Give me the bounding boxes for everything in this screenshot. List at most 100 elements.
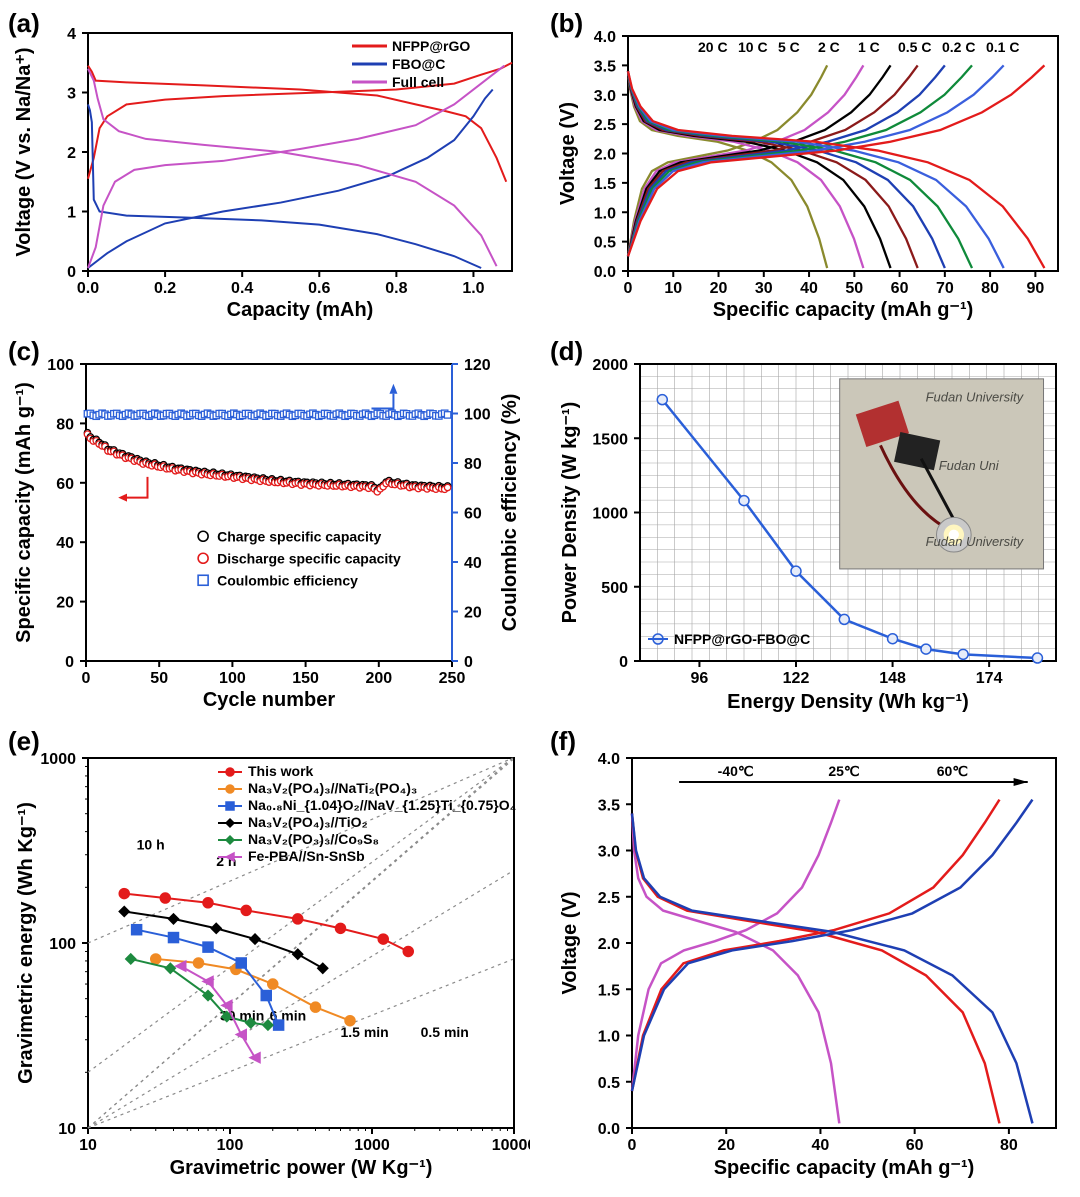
svg-text:3.5: 3.5 [594, 58, 616, 75]
x-axis-label: Capacity (mAh) [227, 299, 374, 321]
svg-text:4: 4 [67, 26, 76, 43]
panel-e: (e)10100100010000101001000Gravimetric po… [8, 726, 530, 1188]
rate-label: 0.1 C [986, 39, 1019, 55]
svg-text:0.5: 0.5 [598, 1075, 620, 1092]
svg-text:Voltage (V): Voltage (V) [557, 102, 579, 205]
panel-a: (a)0.00.20.40.60.81.001234Capacity (mAh)… [8, 8, 530, 326]
temp-label: -40℃ [718, 763, 754, 779]
svg-text:3: 3 [67, 86, 76, 103]
svg-text:80: 80 [464, 456, 482, 473]
plot-frame [632, 758, 1056, 1128]
panel-f: (f)0204060800.00.51.01.52.02.53.03.54.0S… [550, 726, 1072, 1188]
rate-label: 0.2 C [942, 39, 975, 55]
legend-item: NFPP@rGO [392, 38, 470, 54]
panel-label: (a) [8, 8, 40, 38]
temp-discharge [632, 814, 839, 1124]
rate-label: 2 C [818, 39, 840, 55]
svg-text:0.4: 0.4 [231, 280, 253, 297]
svg-text:148: 148 [879, 670, 906, 687]
panel-c: (c)0501001502002500204060801000204060801… [8, 336, 530, 716]
svg-text:0.0: 0.0 [598, 1121, 620, 1138]
svg-text:1.0: 1.0 [462, 280, 484, 297]
rate-label: 5 C [778, 39, 800, 55]
discharge-point [444, 484, 450, 490]
inset-photo: Fudan UniversityFudan UniFudan Universit… [840, 379, 1044, 569]
panel-label: (e) [8, 726, 40, 756]
legend-item: NFPP@rGO-FBO@C [674, 631, 810, 647]
iso-label: 1.5 min [340, 1024, 388, 1040]
svg-text:2.5: 2.5 [594, 117, 616, 134]
svg-text:3.0: 3.0 [594, 88, 616, 105]
svg-text:200: 200 [365, 670, 392, 687]
svg-text:4.0: 4.0 [594, 29, 616, 46]
svg-text:3.5: 3.5 [598, 797, 620, 814]
rate-label: 1 C [858, 39, 880, 55]
series-nfpp_charge [88, 63, 512, 179]
photo-watermark: Fudan Uni [939, 458, 1000, 473]
panel-label: (f) [550, 726, 576, 756]
temp-label: 25℃ [828, 763, 860, 779]
svg-text:10: 10 [58, 1121, 76, 1138]
svg-text:1500: 1500 [592, 431, 628, 448]
svg-text:50: 50 [845, 280, 863, 297]
svg-text:30: 30 [755, 280, 773, 297]
svg-text:0.0: 0.0 [77, 280, 99, 297]
iso-label: 0.5 min [421, 1024, 469, 1040]
svg-text:1.0: 1.0 [594, 205, 616, 222]
svg-text:40: 40 [800, 280, 818, 297]
rate-label: 10 C [738, 39, 768, 55]
svg-text:0: 0 [628, 1137, 637, 1154]
svg-text:70: 70 [936, 280, 954, 297]
series-full_charge [88, 66, 504, 268]
panel-label: (d) [550, 336, 583, 366]
temp-charge [632, 800, 999, 1091]
svg-text:3.0: 3.0 [598, 844, 620, 861]
svg-text:Voltage (V): Voltage (V) [559, 892, 581, 995]
svg-text:80: 80 [981, 280, 999, 297]
svg-text:Energy Density (Wh kg⁻¹): Energy Density (Wh kg⁻¹) [727, 691, 969, 713]
svg-text:1000: 1000 [592, 506, 628, 523]
svg-text:40: 40 [812, 1137, 830, 1154]
svg-text:1000: 1000 [354, 1137, 390, 1154]
plot-frame [88, 33, 512, 271]
svg-text:40: 40 [56, 535, 74, 552]
legend-item: Coulombic efficiency [217, 572, 358, 588]
svg-text:0: 0 [624, 280, 633, 297]
svg-text:2.0: 2.0 [594, 147, 616, 164]
svg-text:50: 50 [150, 670, 168, 687]
legend-item: Full cell [392, 74, 444, 90]
svg-text:10: 10 [664, 280, 682, 297]
svg-text:Power Density (W kg⁻¹): Power Density (W kg⁻¹) [559, 402, 581, 624]
panel-d: (d)961221481740500100015002000Energy Den… [550, 336, 1072, 716]
svg-text:Specific capacity (mAh g⁻¹): Specific capacity (mAh g⁻¹) [13, 382, 35, 643]
svg-text:1.5: 1.5 [598, 982, 620, 999]
svg-text:90: 90 [1026, 280, 1044, 297]
svg-text:0: 0 [82, 670, 91, 687]
svg-text:100: 100 [219, 670, 246, 687]
svg-text:Specific capacity (mAh g⁻¹): Specific capacity (mAh g⁻¹) [713, 299, 974, 321]
photo-watermark: Fudan University [926, 534, 1025, 549]
legend-item: This work [248, 763, 314, 779]
figure-root: (a)0.00.20.40.60.81.001234Capacity (mAh)… [0, 0, 1080, 1197]
svg-text:0.6: 0.6 [308, 280, 330, 297]
y-axis-label: Voltage (V vs. Na/Na⁺) [13, 47, 35, 256]
svg-text:96: 96 [691, 670, 709, 687]
legend-item: Discharge specific capacity [217, 550, 401, 566]
rate-charge [628, 65, 863, 256]
svg-text:100: 100 [47, 357, 74, 374]
svg-text:0.8: 0.8 [385, 280, 407, 297]
svg-text:500: 500 [601, 580, 628, 597]
svg-text:Cycle number: Cycle number [203, 689, 335, 711]
panel-label: (b) [550, 8, 583, 38]
svg-text:2.5: 2.5 [598, 890, 620, 907]
svg-text:174: 174 [976, 670, 1003, 687]
svg-text:20: 20 [710, 280, 728, 297]
panel-label: (c) [8, 336, 40, 366]
svg-text:40: 40 [464, 555, 482, 572]
rate-discharge [628, 71, 1044, 268]
legend-item: FBO@C [392, 56, 445, 72]
svg-text:0.5: 0.5 [594, 235, 616, 252]
svg-text:Gravimetric energy (Wh Kg⁻¹): Gravimetric energy (Wh Kg⁻¹) [15, 802, 37, 1084]
svg-text:100: 100 [49, 936, 76, 953]
svg-text:120: 120 [464, 357, 491, 374]
